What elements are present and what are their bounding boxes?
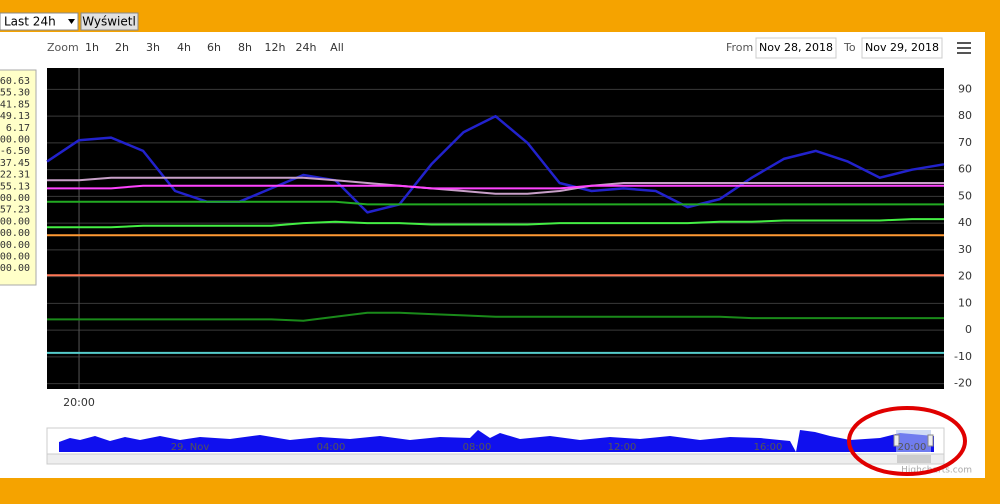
navigator-label: 12:00 — [608, 442, 637, 453]
zoom-button[interactable]: 4h — [177, 41, 191, 54]
navigator-label: 16:00 — [754, 442, 783, 453]
y-tick-label: 80 — [958, 109, 972, 122]
series-line — [47, 184, 944, 190]
y-tick-label: 60 — [958, 163, 972, 176]
tooltip-value: 60.63 — [0, 76, 30, 87]
zoom-button[interactable]: 12h — [265, 41, 286, 54]
scrollbar-thumb[interactable] — [897, 455, 931, 463]
zoom-button[interactable]: 8h — [238, 41, 252, 54]
y-tick-label: 70 — [958, 136, 972, 149]
zoom-buttons: 1h 2h 3h 4h 6h 8h 12h 24h All — [85, 41, 344, 54]
tooltip-value: 22.31 — [0, 170, 30, 181]
navigator-label: 04:00 — [317, 442, 346, 453]
zoom-button[interactable]: 6h — [207, 41, 221, 54]
select-arrow — [68, 19, 75, 24]
y-tick-label: -10 — [954, 350, 972, 363]
tooltip-value: 00.00 — [0, 240, 30, 251]
navigator-selection[interactable] — [896, 430, 931, 452]
series-line — [47, 218, 944, 229]
tooltip-value: 00.00 — [0, 228, 30, 239]
navigator-label: 08:00 — [463, 442, 492, 453]
navigator-handle[interactable] — [893, 434, 900, 447]
navigator-area — [59, 430, 934, 452]
scrollbar[interactable] — [46, 453, 945, 465]
navigator-label: 20:00 — [898, 442, 927, 453]
period-select[interactable] — [0, 12, 79, 31]
x-tick-label: 20:00 — [63, 396, 95, 409]
tooltip-value: 55.30 — [0, 88, 30, 99]
tooltip-value: 49.13 — [0, 111, 30, 122]
navigator-labels: 29. Nov 04:00 08:00 12:00 16:00 20:00 — [171, 442, 927, 453]
zoom-button[interactable]: All — [330, 41, 344, 54]
tooltip-value: 57.23 — [0, 205, 30, 216]
y-tick-label: 40 — [958, 216, 972, 229]
zoom-button[interactable]: 2h — [115, 41, 129, 54]
from-input[interactable] — [755, 37, 837, 59]
tooltip-value: 37.45 — [0, 158, 30, 169]
navigator-label: 29. Nov — [171, 442, 210, 453]
tooltip-value: 00.00 — [0, 263, 30, 274]
y-tick-label: -20 — [954, 377, 972, 390]
from-date: Nov 28, 2018 — [759, 41, 833, 54]
y-tick-label: 20 — [958, 270, 972, 283]
tooltip-values: 60.6355.3041.8549.136.1700.00-6.5037.452… — [0, 76, 30, 274]
from-label: From — [726, 41, 753, 54]
zoom-button[interactable]: 3h — [146, 41, 160, 54]
y-tick-label: 10 — [958, 296, 972, 309]
plot: -20 -10 0 10 20 30 40 50 60 70 80 90 20:00 — [46, 68, 972, 409]
show-button[interactable] — [80, 12, 139, 31]
show-button-text: Wyświetl — [82, 15, 136, 29]
highlight-ellipse — [847, 406, 967, 476]
tooltip-value: -6.50 — [0, 146, 30, 157]
tooltip-value: 00.00 — [0, 252, 30, 263]
zoom-label: Zoom — [47, 41, 79, 54]
period-select-text: Last 24h — [4, 15, 56, 29]
tooltip — [0, 69, 37, 286]
navigator-handle[interactable] — [927, 434, 934, 447]
series-line — [47, 311, 944, 322]
menu-button[interactable] — [957, 42, 971, 54]
to-label: To — [843, 41, 856, 54]
zoom-button[interactable]: 1h — [85, 41, 99, 54]
to-date: Nov 29, 2018 — [865, 41, 939, 54]
plot-area — [47, 68, 944, 389]
tooltip-value: 6.17 — [6, 123, 30, 134]
series-line — [47, 200, 944, 206]
zoom-button[interactable]: 24h — [296, 41, 317, 54]
series-line — [47, 176, 944, 195]
tooltip-value: 41.85 — [0, 99, 30, 110]
tooltip-value: 00.00 — [0, 216, 30, 227]
tooltip-value: 55.13 — [0, 181, 30, 192]
tooltip-value: 00.00 — [0, 135, 30, 146]
series-line — [46, 114, 945, 214]
y-tick-label: 30 — [958, 243, 972, 256]
tooltip-value: 00.00 — [0, 193, 30, 204]
to-input[interactable] — [861, 37, 943, 59]
y-tick-label: 90 — [958, 82, 972, 95]
y-tick-label: 50 — [958, 189, 972, 202]
y-tick-label: 0 — [965, 323, 972, 336]
